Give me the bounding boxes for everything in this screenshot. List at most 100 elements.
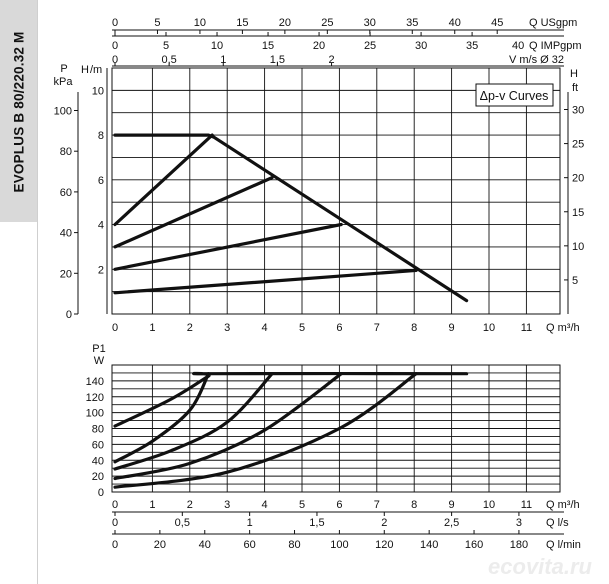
h-axis-title: H [81,64,89,76]
top-x-tick-label: 9 [449,322,455,334]
bottom-x-axis-label: Q m³/h [546,499,580,511]
h-tick-label: 10 [92,85,104,97]
velocity-axis-label: V m/s Ø 32 [509,54,564,66]
delta-p-v-chart: 0 1 2 3 4 5 6 7 8 9 10 11 Q m³/h246810H/m02040608010… [54,17,585,334]
ls-tick-label: 2,5 [444,517,459,529]
lmin-tick-label: 80 [288,539,300,551]
usgpm-tick-label: 35 [406,17,418,29]
ft-tick-label: 10 [572,241,584,253]
impgpm-tick-label: 25 [364,40,376,52]
p-tick-label: 100 [54,106,72,118]
power-curve-line [113,371,469,428]
p-tick-label: 60 [60,187,72,199]
bottom-x-tick-label: 10 [483,499,495,511]
ft-axis-unit: ft [572,82,578,94]
power-tick-label: 100 [86,408,104,420]
lmin-tick-label: 180 [510,539,528,551]
power-tick-label: 80 [92,424,104,436]
top-x-tick-label: 8 [411,322,417,334]
ft-tick-label: 30 [572,105,584,117]
impgpm-tick-label: 0 [112,40,118,52]
bottom-x-tick-label: 8 [411,499,417,511]
h-tick-label: 2 [98,264,104,276]
velocity-tick-label: 0,5 [161,54,176,66]
impgpm-tick-label: 20 [313,40,325,52]
ls-tick-label: 1,5 [309,517,324,529]
h-axis-unit: /m [90,64,102,76]
usgpm-tick-label: 15 [236,17,248,29]
lmin-tick-label: 0 [112,539,118,551]
p-axis-unit: kPa [54,76,74,88]
h-tick-label: 4 [98,220,104,232]
ft-axis-title: H [570,68,578,80]
bottom-x-tick-label: 1 [149,499,155,511]
top-x-tick-label: 1 [149,322,155,334]
lmin-axis-label: Q l/min [546,539,581,551]
top-x-axis-label: Q m³/h [546,322,580,334]
top-x-tick-label: 0 [112,322,118,334]
legend-box [475,83,554,107]
ls-tick-label: 3 [516,517,522,529]
power-tick-label: 60 [92,439,104,451]
bottom-x-tick-label: 2 [187,499,193,511]
power-axis-title: P1 [92,343,105,355]
top-x-tick-label: 11 [521,322,532,334]
ft-tick-label: 20 [572,173,584,185]
power-tick-label: 0 [98,487,104,499]
ft-tick-label: 25 [572,139,584,151]
bottom-x-tick-label: 7 [374,499,380,511]
usgpm-tick-label: 0 [112,17,118,29]
ft-tick-label: 5 [572,275,578,287]
ls-axis-label: Q l/s [546,517,569,529]
usgpm-tick-label: 5 [154,17,160,29]
top-x-tick-label: 6 [336,322,342,334]
top-x-tick-label: 5 [299,322,305,334]
usgpm-tick-label: 25 [321,17,333,29]
product-title-panel: EVOPLUS B 80/220.32 M [0,0,38,222]
ls-tick-label: 0 [112,517,118,529]
velocity-tick-label: 2 [328,54,334,66]
curve-line [113,268,418,295]
lmin-tick-label: 100 [330,539,348,551]
impgpm-axis-label: Q IMPgpm [529,40,582,52]
top-x-tick-label: 4 [262,322,268,334]
lmin-tick-label: 40 [199,539,211,551]
impgpm-tick-label: 35 [466,40,478,52]
h-tick-label: 8 [98,130,104,142]
lmin-tick-label: 20 [154,539,166,551]
impgpm-tick-label: 5 [163,40,169,52]
power-tick-label: 20 [92,471,104,483]
lmin-tick-label: 140 [420,539,438,551]
power-curve-line [113,372,343,481]
usgpm-tick-label: 45 [491,17,503,29]
velocity-tick-label: 1,5 [270,54,285,66]
usgpm-tick-label: 20 [279,17,291,29]
usgpm-axis-label: Q USgpm [529,17,577,29]
power-curve-line [113,372,211,464]
power-tick-label: 120 [86,392,104,404]
watermark: ecovita.ru [488,554,592,579]
bottom-x-tick-label: 5 [299,499,305,511]
impgpm-axis-prefix: 40 [512,40,524,52]
p-tick-label: 40 [60,228,72,240]
ls-tick-label: 2 [381,517,387,529]
p-tick-label: 80 [60,146,72,158]
usgpm-tick-label: 10 [194,17,206,29]
lmin-tick-label: 160 [465,539,483,551]
ls-tick-label: 1 [247,517,253,529]
impgpm-tick-label: 30 [415,40,427,52]
p-tick-label: 0 [66,309,72,321]
bottom-x-tick-label: 0 [112,499,118,511]
power-curve-line [113,372,274,471]
bottom-x-tick-label: 6 [336,499,342,511]
usgpm-tick-label: 30 [364,17,376,29]
bottom-x-tick-label: 9 [449,499,455,511]
impgpm-tick-label: 15 [262,40,274,52]
top-x-tick-label: 10 [483,322,495,334]
impgpm-tick-label: 10 [211,40,223,52]
curve-line [113,133,214,227]
power-curve-line [113,372,418,489]
power-axis-unit: W [94,355,105,367]
